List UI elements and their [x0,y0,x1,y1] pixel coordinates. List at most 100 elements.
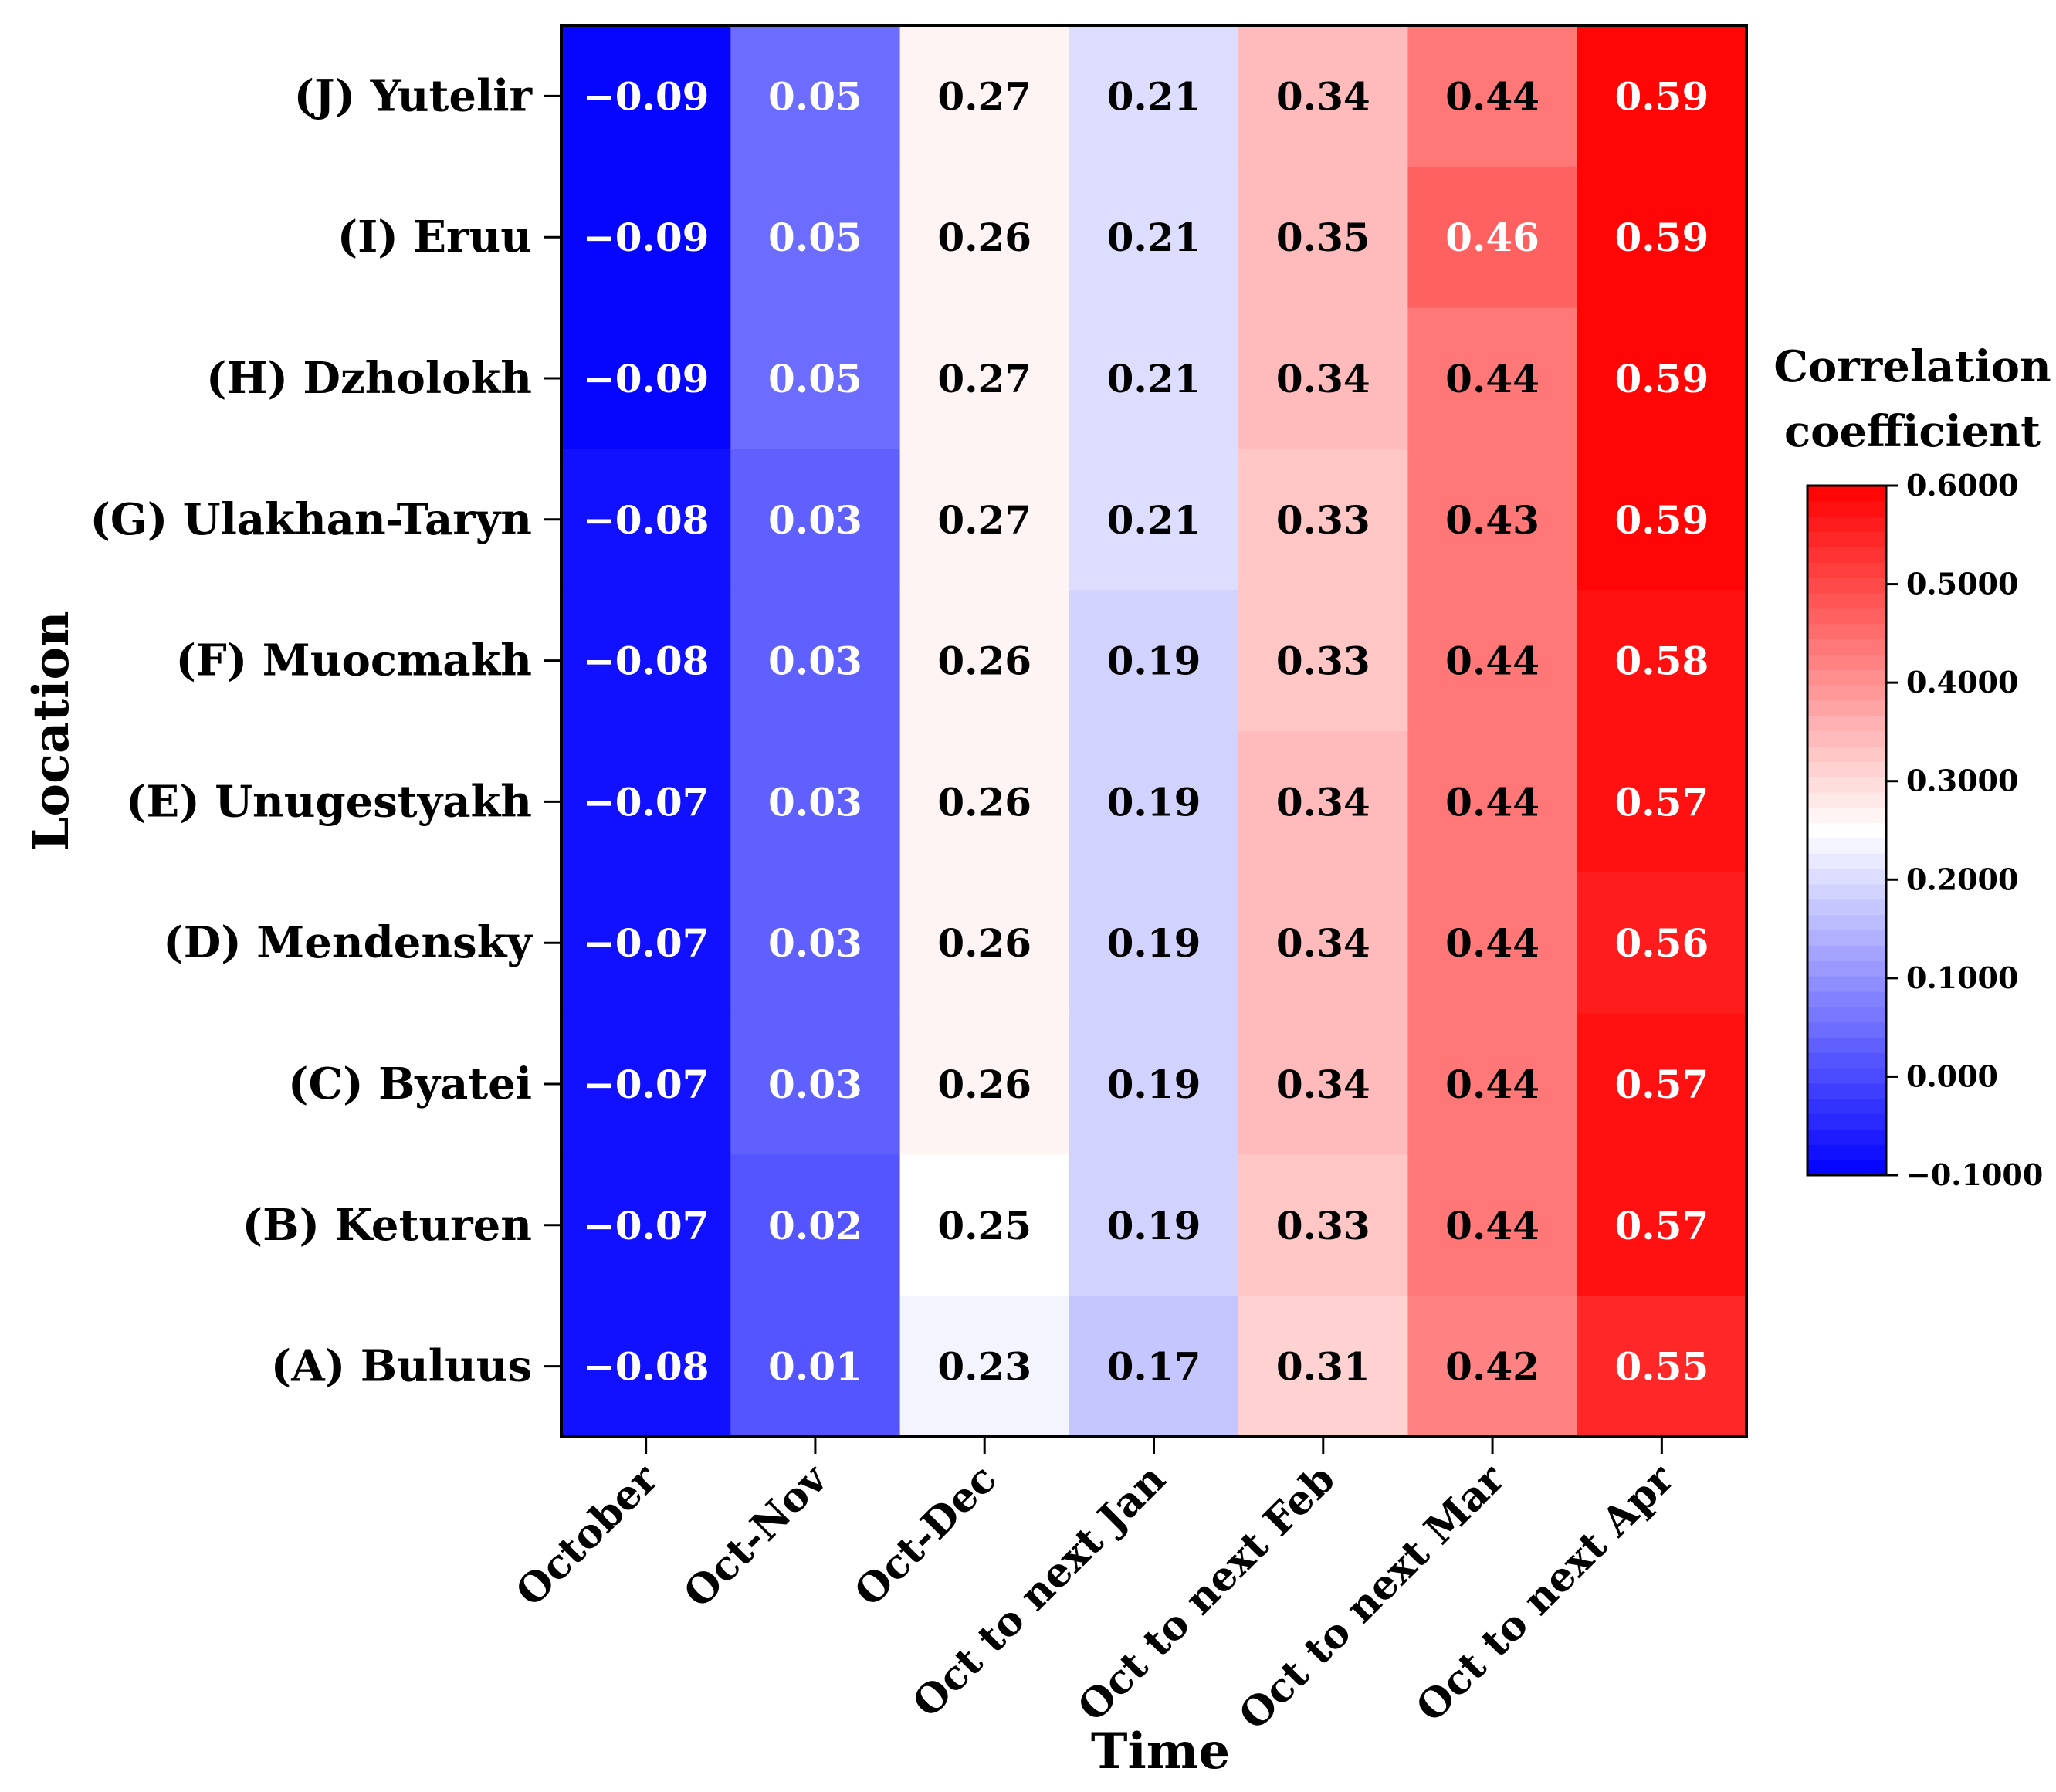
heatmap-cell [1407,166,1578,309]
cell-value-label: 0.42 [1445,1344,1539,1390]
cell-value-label: 0.21 [1107,497,1201,543]
cell-value-label: −0.07 [583,1062,710,1107]
heatmap-cell [899,590,1070,732]
heatmap-cell [899,1296,1070,1438]
y-tick-label: (D) Mendensky [163,917,533,968]
cell-value-label: 0.57 [1614,779,1709,825]
heatmap-cell [1407,1013,1578,1155]
colorbar-band [1807,531,1886,547]
heatmap-cell [899,1154,1070,1296]
cell-value-label: 0.55 [1614,1344,1709,1390]
cell-value-label: 0.34 [1276,779,1370,825]
heatmap-cell [1069,590,1239,732]
cell-value-label: 0.44 [1445,920,1539,966]
y-tick-label: (C) Byatei [288,1059,532,1109]
colorbar-band [1807,654,1886,670]
cell-value-label: 0.17 [1107,1344,1201,1390]
cell-value-label: 0.26 [937,920,1031,966]
colorbar-band [1807,746,1886,762]
colorbar-tick-label: 0.6000 [1906,468,2018,503]
heatmap-cell [1238,872,1409,1015]
y-tick-label: (H) Dzholokh [206,353,532,404]
colorbar-band [1807,715,1886,732]
colorbar-bands [1807,486,1886,1176]
colorbar-tick-label: 0.2000 [1906,862,2018,896]
heatmap-cell [730,449,901,591]
heatmap-cell [1238,25,1409,168]
colorbar-band [1807,516,1886,533]
heatmap-cell [1577,731,1747,873]
colorbar-band [1807,1037,1886,1053]
heatmap-cell [1238,449,1409,591]
colorbar-band [1807,869,1886,885]
colorbar-band [1807,791,1886,808]
colorbar-band [1807,1068,1886,1084]
colorbar-band [1807,930,1886,946]
colorbar-frame [1806,484,1888,1177]
heatmap-cell [730,1296,901,1438]
cell-value-label: 0.26 [937,779,1031,825]
cell-value-label: 0.34 [1276,356,1370,401]
cell-value-label: 0.01 [768,1344,862,1390]
colorbar-tick-label: −0.1000 [1906,1157,2043,1192]
heatmap-cell [730,1154,901,1296]
colorbar-band [1807,500,1886,517]
colorbar-tick-label: 0.5000 [1906,567,2018,601]
colorbar-band [1807,1098,1886,1115]
colorbar-band [1807,1052,1886,1069]
heatmap-cell [1069,25,1239,168]
colorbar-band [1807,562,1886,578]
heatmap-cell [730,590,901,732]
colorbar-band [1807,592,1886,609]
heatmap-cell [1238,731,1409,873]
cell-value-label: 0.33 [1276,639,1370,684]
cell-value-label: 0.26 [937,215,1031,260]
cell-value-label: 0.19 [1107,639,1201,684]
heatmap-cell [1069,449,1239,591]
cell-value-label: 0.27 [937,497,1031,543]
colorbar-band [1807,730,1886,747]
heatmap-cell [1407,731,1578,873]
heatmap-cell [561,1154,731,1296]
heatmap-cell [1577,1013,1747,1155]
cell-value-label: 0.35 [1276,215,1370,260]
cell-value-label: 0.27 [937,356,1031,401]
cell-value-label: 0.21 [1107,215,1201,260]
cell-value-label: 0.44 [1445,1062,1539,1107]
colorbar-band [1807,883,1886,900]
heatmap-cell [730,731,901,873]
y-tick-label: (G) Ulakhan-Taryn [90,494,532,545]
heatmap-cell [561,1296,731,1438]
heatmap-cell [1577,1154,1747,1296]
heatmap-cell [730,307,901,449]
heatmap-cell [899,1013,1070,1155]
heatmap-cell [730,1013,901,1155]
heatmap-cell [561,25,731,168]
cell-value-label: 0.19 [1107,1062,1201,1107]
colorbar-band [1807,1006,1886,1023]
heatmap-cell [1407,1154,1578,1296]
heatmap-cell [561,166,731,309]
heatmap-cell [561,872,731,1015]
heatmap-cell [1577,449,1747,591]
heatmap-cell [899,872,1070,1015]
heatmap-cell [1069,1013,1239,1155]
colorbar-band [1807,822,1886,839]
heatmap-cell [1238,1296,1409,1438]
colorbar-band [1807,1144,1886,1160]
heatmap-cell [1238,166,1409,309]
cell-value-label: 0.57 [1614,1062,1709,1107]
colorbar-band [1807,777,1886,793]
cell-value-label: 0.03 [768,920,862,966]
y-tick-label: (F) Muocmakh [176,635,532,686]
x-tick-label: Oct-Dec [845,1455,1005,1615]
cell-value-label: 0.26 [937,639,1031,684]
heatmap-cell [1407,449,1578,591]
y-tick-label: (A) Buluus [271,1341,532,1392]
colorbar-tick-label: 0.1000 [1906,960,2018,995]
y-tick-label: (J) Yutelir [294,70,533,121]
colorbar-band [1807,1160,1886,1176]
cell-value-label: −0.07 [583,920,710,966]
heatmap-cell [1407,1296,1578,1438]
y-tick-label: (I) Eruu [337,212,532,263]
